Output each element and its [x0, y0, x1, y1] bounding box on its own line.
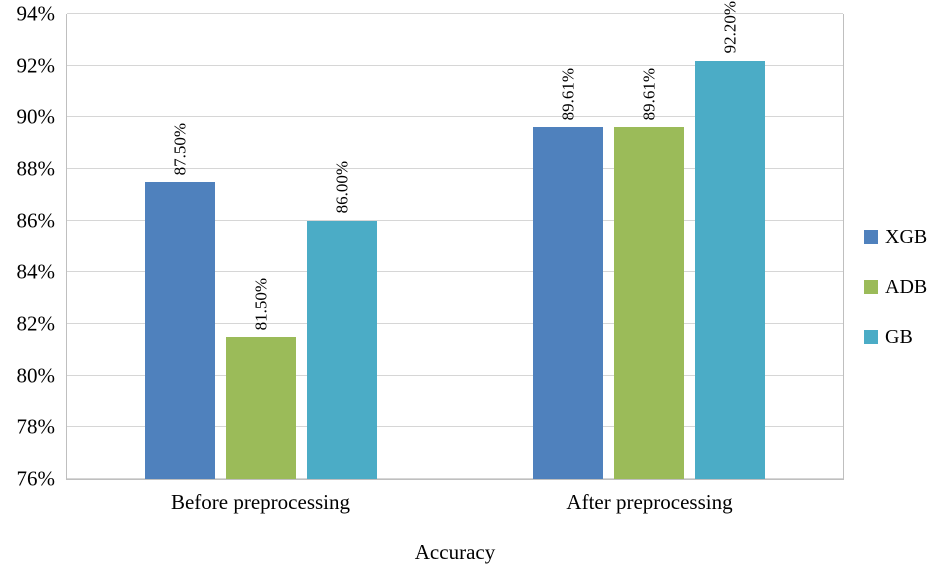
bar-slot-gb-2: 92.20% — [695, 1, 765, 479]
bar-slot-xgb-2: 89.61% — [533, 14, 603, 479]
bar-value-label: 92.20% — [720, 1, 740, 54]
y-tick-label: 94% — [16, 1, 56, 26]
bar-value-label: 86.00% — [332, 161, 352, 214]
bar-xgb-2 — [533, 127, 603, 479]
legend-item-xgb: XGB — [864, 227, 927, 247]
bar-value-label: 87.50% — [170, 122, 190, 175]
y-tick-label: 76% — [16, 466, 56, 491]
gridline-88% — [67, 168, 843, 170]
bar-group-2: 89.61% 89.61% 92.20% — [455, 1, 843, 479]
gridline-84% — [67, 271, 843, 273]
bar-slot-xgb-1: 87.50% — [145, 14, 215, 479]
gridline-80% — [67, 374, 843, 376]
y-tick-label: 88% — [16, 156, 56, 181]
bar-gb-2 — [695, 60, 765, 479]
bar-groups: 87.50% 81.50% 86.00% 89.61% 89.61% 92.20% — [67, 1, 843, 479]
y-tick-label: 80% — [16, 363, 56, 388]
plot-area: 76% 78% 80% 82% 84% 86% 88% 90% 92% 94% 87.50% 81.5… — [17, 1, 844, 489]
legend-item-gb: GB — [864, 327, 927, 347]
bar-group-1: 87.50% 81.50% 86.00% — [67, 14, 455, 479]
legend-swatch-icon — [864, 330, 878, 344]
category-label-2: After preprocessing — [566, 490, 733, 514]
x-axis-category-labels: Before preprocessing After preprocessing — [66, 490, 844, 515]
y-tick-label: 78% — [16, 414, 56, 439]
y-tick-label: 90% — [16, 104, 56, 129]
y-tick-label: 82% — [16, 311, 56, 336]
bar-xgb-1 — [145, 181, 215, 479]
legend-item-adb: ADB — [864, 277, 927, 297]
bar-slot-gb-1: 86.00% — [307, 14, 377, 479]
y-tick-label: 86% — [16, 208, 56, 233]
bar-slot-adb-2: 89.61% — [614, 14, 684, 479]
y-tick-label: 92% — [16, 53, 56, 78]
legend-swatch-icon — [864, 280, 878, 294]
legend-swatch-icon — [864, 230, 878, 244]
legend-label: XGB — [885, 226, 928, 248]
bar-value-label: 89.61% — [558, 68, 578, 121]
bar-gb-1 — [307, 220, 377, 479]
legend-label: ADB — [885, 276, 928, 298]
bar-slot-adb-1: 81.50% — [226, 14, 296, 479]
gridline-92% — [67, 64, 843, 66]
bar-adb-2 — [614, 127, 684, 479]
bar-adb-1 — [226, 336, 296, 479]
x-axis-title: Accuracy — [414, 540, 496, 564]
gridline-90% — [67, 116, 843, 118]
gridline-78% — [67, 426, 843, 428]
legend: XGB ADB GB — [864, 0, 927, 574]
gridline-82% — [67, 323, 843, 325]
gridline-94% — [67, 13, 843, 14]
gridline-86% — [67, 219, 843, 221]
legend-label: GB — [885, 326, 913, 348]
y-tick-label: 84% — [16, 259, 56, 284]
bar-value-label: 81.50% — [251, 277, 271, 330]
category-label-1: Before preprocessing — [170, 490, 350, 514]
gridline-76% — [67, 478, 843, 479]
bar-value-label: 89.61% — [639, 68, 659, 121]
